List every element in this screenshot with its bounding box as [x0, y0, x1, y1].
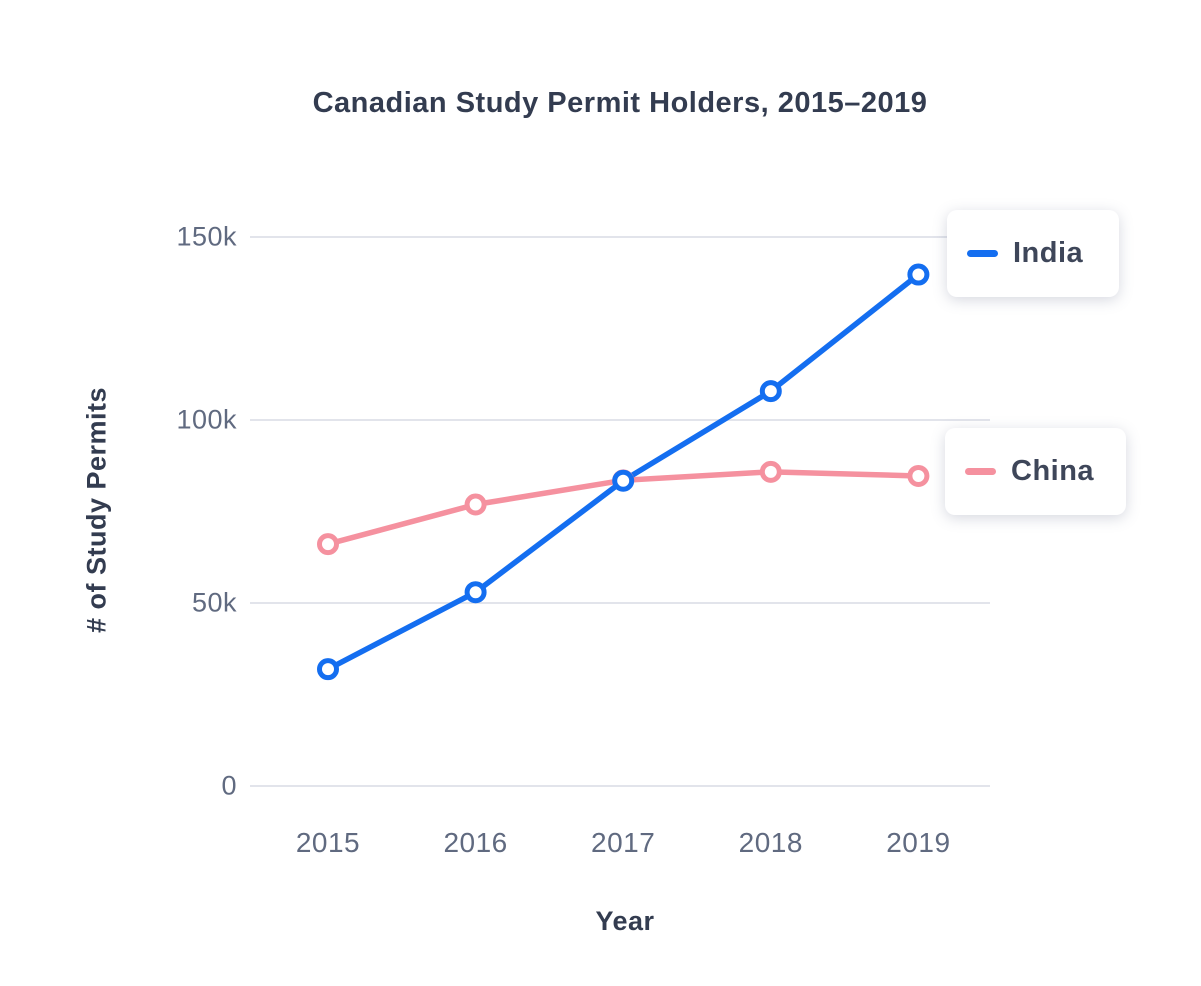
x-axis-label: Year [595, 906, 655, 936]
china-line-swatch-icon [965, 468, 996, 475]
china-data-point-2016[interactable] [464, 493, 487, 516]
y-tick-label: 50k [191, 587, 237, 618]
india-line-swatch-icon [967, 250, 998, 257]
x-tick-label: 2015 [295, 827, 361, 858]
chart-title: Canadian Study Permit Holders, 2015–2019 [312, 87, 928, 119]
india-data-point-2015[interactable] [317, 658, 339, 681]
legend-label-china: China [1011, 455, 1095, 487]
legend-item-china[interactable]: China [945, 428, 1126, 515]
legend-label-india: India [1013, 237, 1084, 269]
india-data-point-2016[interactable] [464, 581, 487, 604]
china-data-point-2019[interactable] [907, 464, 930, 487]
x-tick-label: 2016 [443, 827, 508, 858]
x-tick-label: 2018 [738, 827, 803, 858]
x-tick-label: 2017 [591, 827, 656, 858]
y-tick-label: 0 [221, 770, 237, 801]
china-data-point-2018[interactable] [759, 460, 782, 483]
china-data-point-2015[interactable] [317, 533, 339, 556]
legend-item-india[interactable]: India [947, 210, 1119, 297]
india-data-point-2018[interactable] [759, 380, 782, 403]
y-tick-label: 100k [176, 404, 237, 435]
y-tick-label: 150k [176, 221, 237, 252]
india-data-point-2017[interactable] [612, 469, 635, 492]
india-data-point-2019[interactable] [907, 263, 930, 286]
x-tick-label: 2019 [886, 827, 951, 858]
